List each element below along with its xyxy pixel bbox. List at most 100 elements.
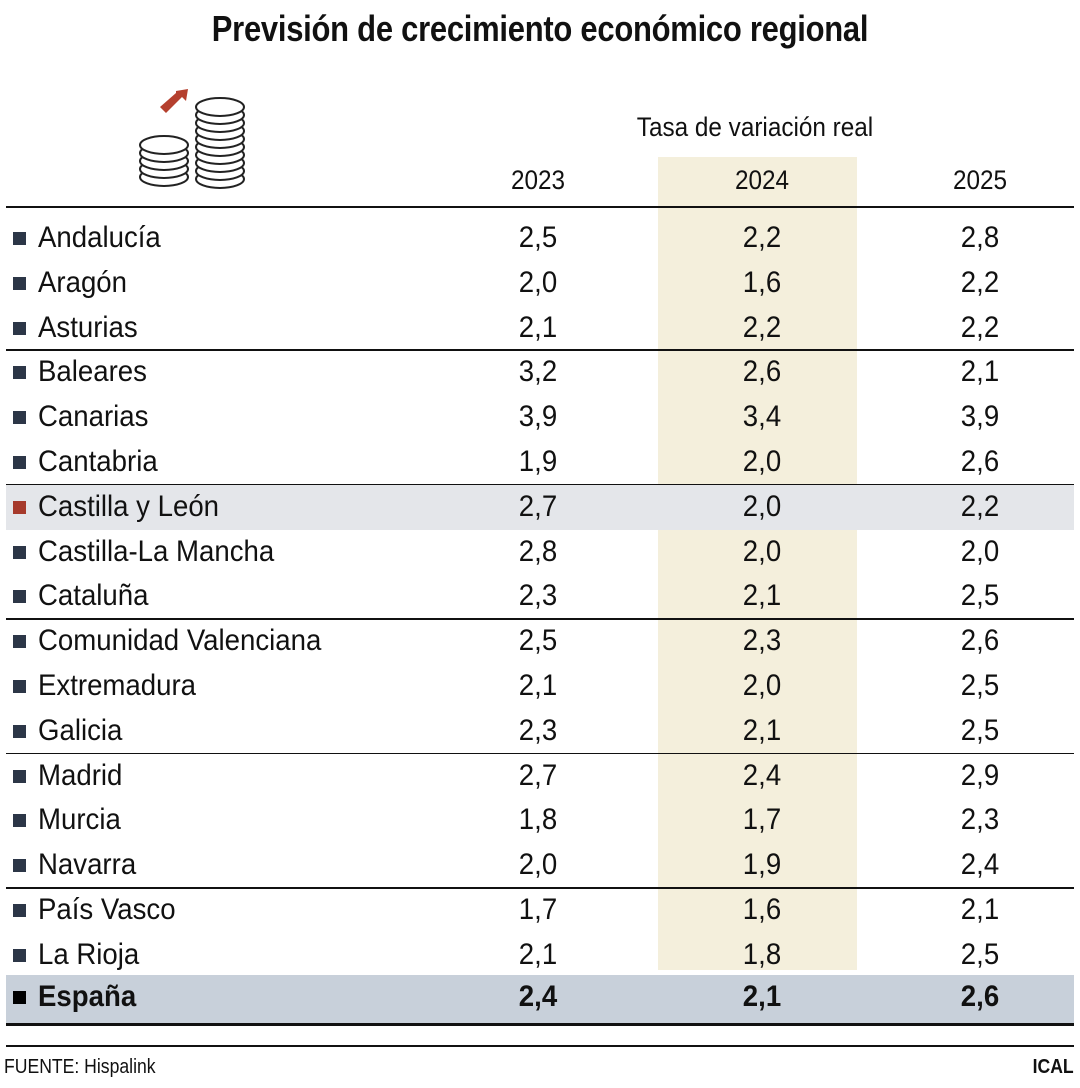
group-divider [6,887,1074,889]
value-cell-2023: 2,4 [518,979,558,1013]
region-name: Baleares [38,355,147,389]
table-row: Navarra 2,0 1,9 2,4 [6,843,1074,888]
bullet-icon [13,545,26,559]
table-row: Castilla y León 2,7 2,0 2,2 [6,484,1074,530]
bullet-icon [13,411,26,425]
value-cell-2025: 2,4 [960,848,1000,882]
bullet-icon [13,814,26,828]
column-group-label: Tasa de variación real [636,112,874,142]
header-divider [6,206,1074,208]
coin-stacks-growth-icon [139,89,245,189]
table-row: Cataluña 2,3 2,1 2,5 [6,574,1074,619]
region-name: Madrid [38,758,123,792]
column-header-2024: 2024 [734,165,790,195]
region-name: Aragón [38,265,128,299]
region-name: España [38,979,137,1013]
footer-rule [6,1045,1074,1047]
column-header-2023: 2023 [510,165,566,195]
value-cell-2025: 2,9 [960,758,1000,792]
bullet-icon [13,500,26,514]
value-cell-2025: 2,1 [960,355,1000,389]
highlighted-column-background [658,157,857,970]
bullet-icon [13,635,26,649]
bullet-icon [13,948,26,962]
bullet-icon [13,769,26,783]
group-divider [6,483,1074,486]
value-cell-2024: 2,4 [742,758,782,792]
region-name: Andalucía [38,221,161,254]
bullet-icon [13,276,26,290]
value-cell-2023: 2,5 [518,624,558,658]
value-cell-2024: 2,0 [742,669,782,702]
region-name: Murcia [38,803,121,837]
chart-title: Previsión de crecimiento económico regio… [211,8,869,49]
group-divider [6,618,1074,620]
value-cell-2023: 3,9 [518,400,558,434]
region-name: Galicia [38,713,123,747]
value-cell-2024: 1,8 [742,937,782,971]
value-cell-2024: 1,7 [742,803,782,837]
region-name: Extremadura [38,669,197,702]
bullet-icon [13,859,26,873]
value-cell-2023: 2,1 [518,310,558,344]
table-row: Extremadura 2,1 2,0 2,5 [6,664,1074,709]
group-divider [6,349,1074,351]
value-cell-2025: 2,2 [960,310,1000,344]
value-cell-2023: 2,8 [518,534,558,568]
value-cell-2023: 2,3 [518,713,558,747]
value-cell-2024: 1,6 [742,893,782,926]
value-cell-2024: 2,2 [742,310,782,344]
region-name: Comunidad Valenciana [38,624,322,658]
bullet-icon [13,904,26,917]
value-cell-2023: 1,7 [518,893,558,926]
region-name: País Vasco [38,893,176,926]
value-cell-2024: 2,1 [742,579,782,613]
value-cell-2025: 2,6 [960,624,1000,658]
bullet-icon [13,232,26,245]
value-cell-2024: 2,1 [742,979,782,1013]
region-name: Navarra [38,848,137,882]
table-row: Castilla-La Mancha 2,8 2,0 2,0 [6,530,1074,575]
value-cell-2025: 2,1 [960,893,1000,926]
value-cell-2023: 3,2 [518,355,558,389]
value-cell-2025: 2,2 [960,489,1000,523]
region-name: Castilla-La Mancha [38,534,275,568]
bullet-icon [13,724,26,738]
bullet-icon [13,990,26,1004]
bullet-icon [13,366,26,380]
table-row: Baleares 3,2 2,6 2,1 [6,350,1074,395]
column-header-2025: 2025 [952,165,1008,195]
credit: ICAL [1032,1056,1074,1078]
region-name: Castilla y León [38,489,220,523]
table-row: Madrid 2,7 2,4 2,9 [6,754,1074,799]
table-row: La Rioja 2,1 1,8 2,5 [6,933,1074,978]
value-cell-2023: 2,7 [518,758,558,792]
table-row: Canarias 3,9 3,4 3,9 [6,395,1074,440]
value-cell-2025: 2,2 [960,265,1000,299]
value-cell-2025: 2,6 [960,445,1000,478]
value-cell-2023: 2,3 [518,579,558,613]
value-cell-2023: 2,1 [518,669,558,702]
table-row: Andalucía 2,5 2,2 2,8 [6,216,1074,261]
table-row: Aragón 2,0 1,6 2,2 [6,261,1074,306]
value-cell-2024: 2,0 [742,445,782,478]
table-row: País Vasco 1,7 1,6 2,1 [6,888,1074,933]
table-row: Comunidad Valenciana 2,5 2,3 2,6 [6,619,1074,664]
region-name: Cantabria [38,445,158,478]
value-cell-2025: 2,5 [960,669,1000,702]
value-cell-2024: 2,0 [742,534,782,568]
bullet-icon [13,456,26,469]
value-cell-2023: 2,7 [518,489,558,523]
bullet-icon [13,321,26,335]
table-row: Asturias 2,1 2,2 2,2 [6,306,1074,351]
table-row: Galicia 2,3 2,1 2,5 [6,709,1074,754]
value-cell-2023: 2,1 [518,937,558,971]
value-cell-2025: 2,5 [960,713,1000,747]
value-cell-2023: 2,0 [518,848,558,882]
total-row: España 2,4 2,1 2,6 [6,974,1074,1023]
value-cell-2024: 2,3 [742,624,782,658]
value-cell-2023: 1,9 [518,445,558,478]
value-cell-2025: 2,3 [960,803,1000,837]
region-name: Canarias [38,400,149,434]
